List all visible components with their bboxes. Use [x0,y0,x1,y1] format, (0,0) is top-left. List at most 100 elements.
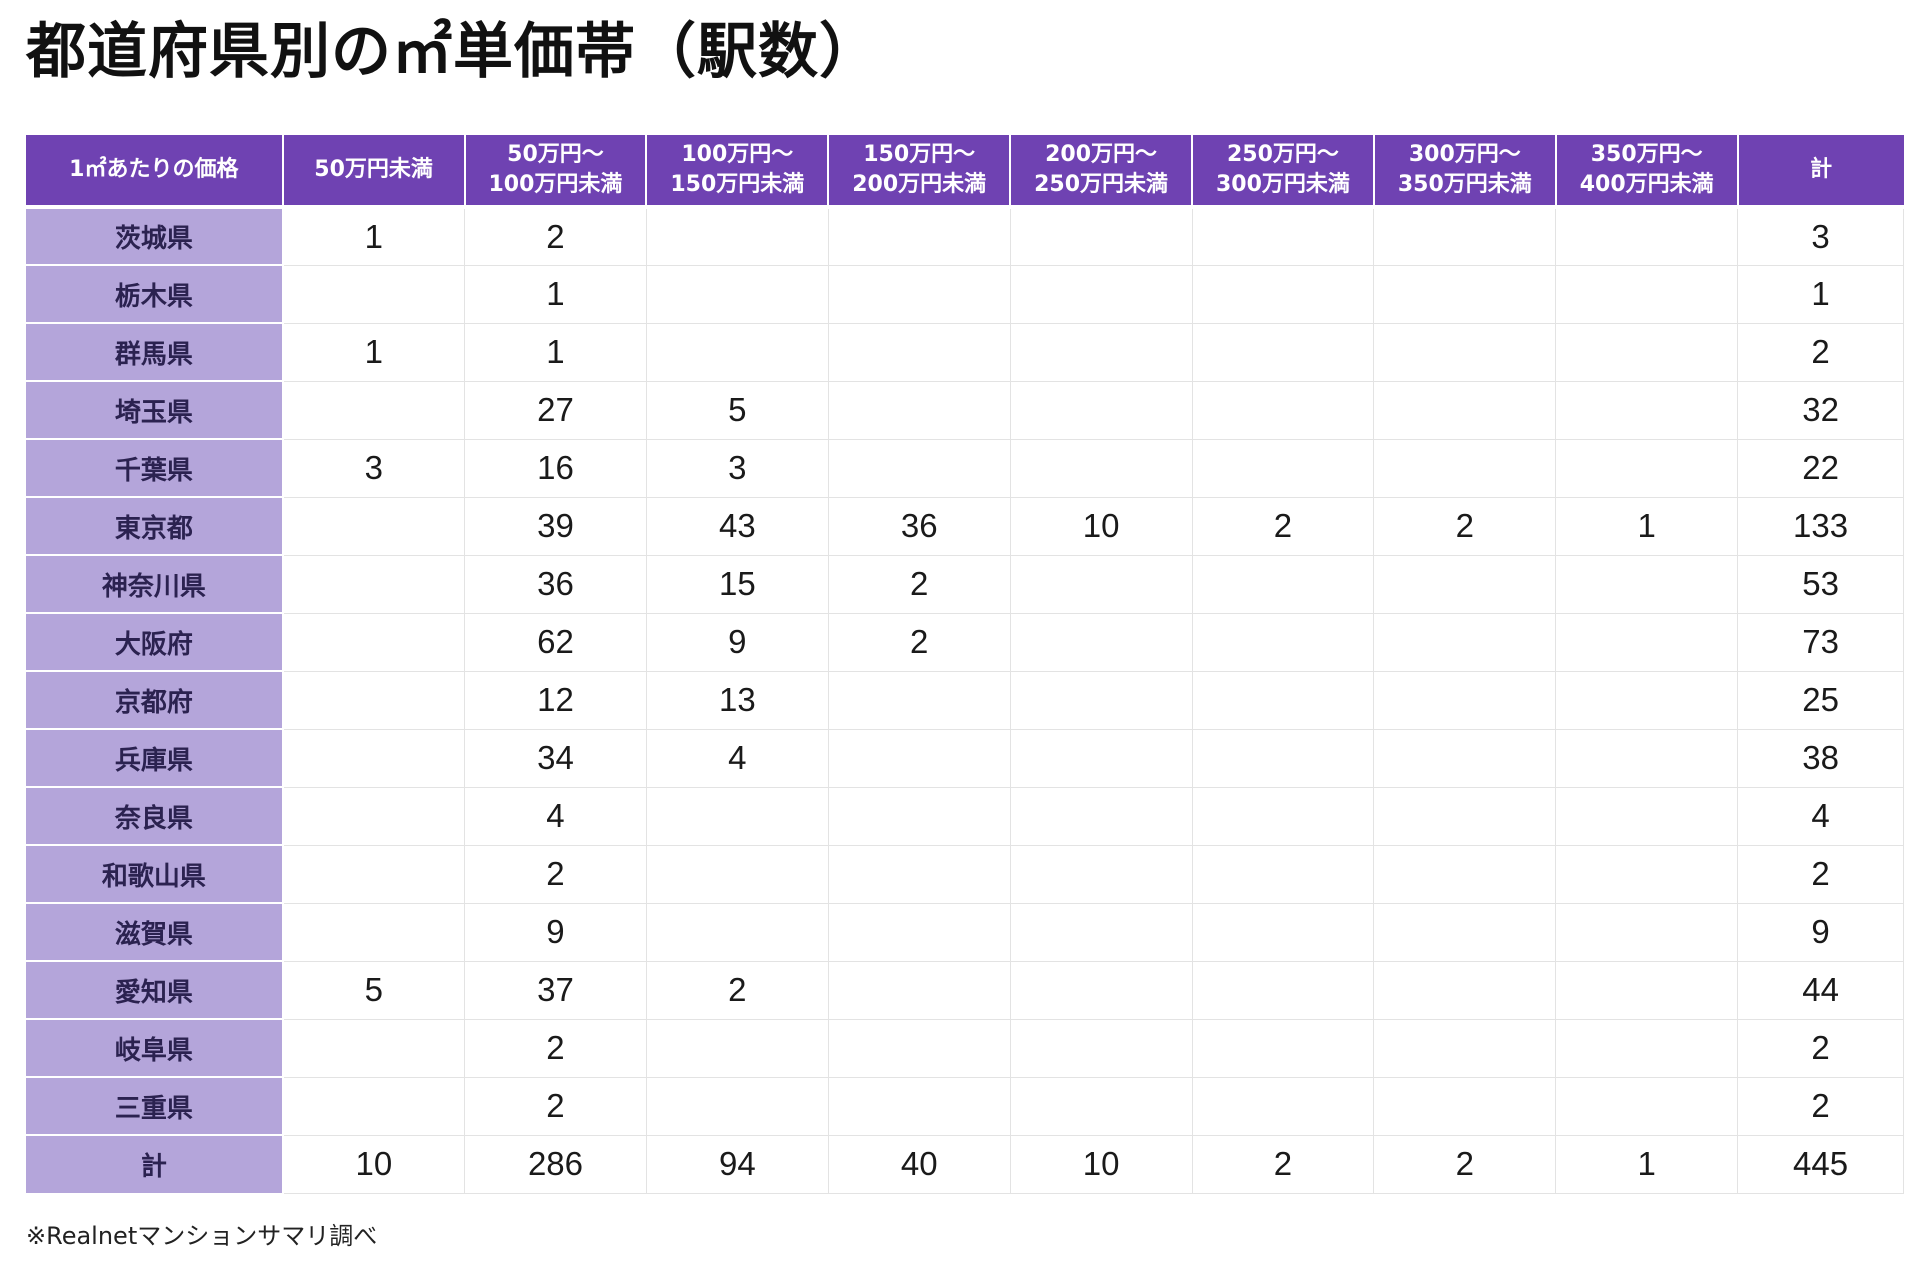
value-cell [1373,903,1556,962]
column-header-7: 300万円〜 350万円未満 [1372,135,1556,209]
value-cell [1555,903,1738,962]
value-cell: 4 [464,787,647,846]
value-cell: 1 [464,323,647,382]
value-cell [1191,613,1374,672]
row-total-cell: 38 [1737,729,1904,788]
value-cell [1373,845,1556,904]
value-cell [282,671,465,730]
value-cell [827,845,1011,904]
row-total-cell: 133 [1737,497,1904,556]
value-cell [1555,207,1738,266]
value-cell: 10 [1009,497,1193,556]
row-total-cell: 4 [1737,787,1904,846]
value-cell [1191,787,1374,846]
value-cell [1191,555,1374,614]
column-header-line: 50万円未満 [314,157,433,182]
value-cell [827,439,1011,498]
row-label: 千葉県 [26,439,284,498]
column-header-5: 200万円〜 250万円未満 [1009,135,1193,209]
value-cell [827,961,1011,1020]
row-label: 東京都 [26,497,284,556]
table-row: 神奈川県 36 15 2 53 [26,555,1904,614]
value-cell: 2 [1373,1135,1556,1194]
value-cell [1191,729,1374,788]
value-cell [645,265,829,324]
value-cell: 2 [1191,497,1374,556]
value-cell: 2 [464,1077,647,1136]
table-row: 群馬県 1 1 2 [26,323,1904,382]
value-cell: 12 [464,671,647,730]
row-label: 滋賀県 [26,903,284,962]
column-header-9: 計 [1736,135,1904,209]
value-cell [645,1077,829,1136]
value-cell: 94 [645,1135,829,1194]
row-total-cell: 9 [1737,903,1904,962]
column-header-line: 100万円未満 [488,172,623,197]
value-cell [1009,381,1193,440]
row-total-cell: 44 [1737,961,1904,1020]
table-row: 大阪府 62 9 2 73 [26,613,1904,672]
value-cell [827,265,1011,324]
table-row: 茨城県 1 2 3 [26,207,1904,266]
row-total-cell: 3 [1737,207,1904,266]
value-cell [1009,439,1193,498]
price-band-table: 1㎡あたりの価格 50万円未満 50万円〜 100万円未満 100万円〜 150万円未満… [26,135,1904,1194]
row-label: 兵庫県 [26,729,284,788]
column-header-line: 100万円〜 [681,142,794,167]
value-cell [1373,555,1556,614]
value-cell [1555,845,1738,904]
total-row: 計 10 286 94 40 10 2 2 1 445 [26,1135,1904,1194]
row-label: 三重県 [26,1077,284,1136]
value-cell: 1 [1555,497,1738,556]
table-row: 埼玉県 27 5 32 [26,381,1904,440]
value-cell [1555,439,1738,498]
row-label: 計 [26,1135,284,1193]
row-header-cell: 1㎡あたりの価格 [26,135,283,209]
row-total-cell: 2 [1737,1077,1904,1136]
column-header-line: 300万円未満 [1216,172,1350,197]
row-label: 岐阜県 [26,1019,284,1078]
value-cell [282,903,465,962]
column-header-line: 400万円未満 [1579,172,1714,197]
column-header-8: 350万円〜 400万円未満 [1554,135,1738,209]
value-cell: 1 [1555,1135,1738,1194]
value-cell [645,1019,829,1078]
value-cell [1191,845,1374,904]
value-cell: 5 [645,381,829,440]
value-cell: 2 [1373,497,1556,556]
value-cell: 37 [464,961,647,1020]
column-header-2: 50万円〜 100万円未満 [463,135,647,209]
value-cell [1191,1077,1374,1136]
value-cell [645,787,829,846]
value-cell [1373,265,1556,324]
value-cell [1373,729,1556,788]
value-cell [645,323,829,382]
column-header-3: 100万円〜 150万円未満 [645,135,829,209]
table-row: 栃木県 1 1 [26,265,1904,324]
table-row: 滋賀県 9 9 [26,903,1904,962]
value-cell [827,1077,1011,1136]
column-header-line: 300万円〜 [1408,142,1521,167]
value-cell [282,497,465,556]
table-row: 京都府 12 13 25 [26,671,1904,730]
row-label: 奈良県 [26,787,284,846]
value-cell: 286 [464,1135,647,1194]
value-cell [827,671,1011,730]
page-title: 都道府県別の㎡単価帯（駅数） [26,17,880,87]
value-cell [282,729,465,788]
value-cell [282,845,465,904]
value-cell [282,613,465,672]
value-cell: 39 [464,497,647,556]
table-row: 三重県 2 2 [26,1077,1904,1136]
value-cell: 9 [645,613,829,672]
value-cell [1191,381,1374,440]
value-cell [282,555,465,614]
value-cell [1009,845,1193,904]
row-label: 群馬県 [26,323,284,382]
row-total-cell: 73 [1737,613,1904,672]
value-cell [1191,1019,1374,1078]
table-row: 千葉県 3 16 3 22 [26,439,1904,498]
value-cell: 2 [1191,1135,1374,1194]
value-cell [1009,323,1193,382]
value-cell [1009,671,1193,730]
